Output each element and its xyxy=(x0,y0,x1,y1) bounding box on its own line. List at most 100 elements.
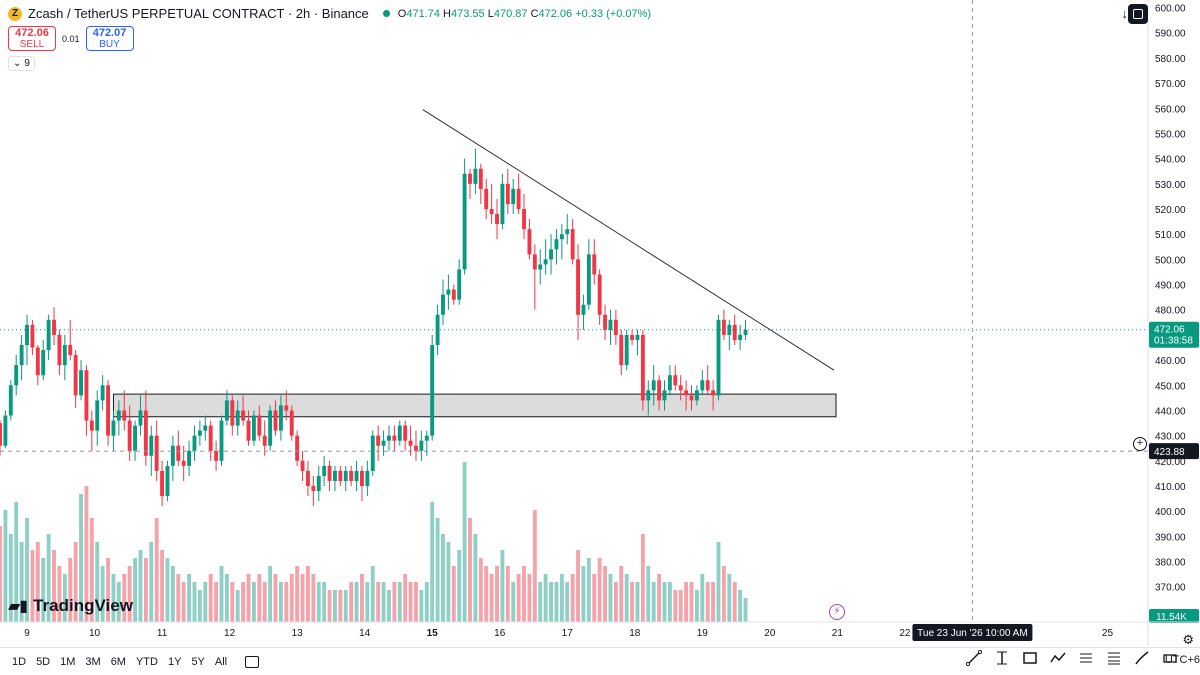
path-tool-icon[interactable] xyxy=(1050,650,1066,666)
volume-bar xyxy=(387,590,391,622)
candle-body xyxy=(597,274,602,315)
volume-bar xyxy=(311,574,316,622)
candle xyxy=(468,168,472,199)
volume-bar xyxy=(613,582,618,622)
candle-body xyxy=(52,319,56,335)
brush-tool-icon[interactable] xyxy=(1134,650,1150,666)
symbol-title[interactable]: Zcash / TetherUS PERPETUAL CONTRACT · 2h… xyxy=(28,6,369,21)
y-tick-label: 600.00 xyxy=(1155,4,1186,15)
candle xyxy=(176,430,181,466)
volume-bar xyxy=(327,590,332,622)
volume-bar xyxy=(381,582,386,622)
vertical-line-tool-icon[interactable] xyxy=(994,650,1010,666)
measure-tool-icon[interactable] xyxy=(1162,650,1178,666)
candle xyxy=(532,244,537,310)
rectangle-tool-icon[interactable] xyxy=(1022,650,1038,666)
download-icon[interactable]: ↓ xyxy=(1121,6,1129,21)
candle xyxy=(619,329,624,376)
indicators-toggle[interactable]: ⌄ 9 xyxy=(8,56,35,71)
candle-body xyxy=(743,329,748,335)
volume-bar xyxy=(511,582,516,622)
trendline-tool-icon[interactable] xyxy=(966,650,982,666)
x-tick-label: 13 xyxy=(292,628,304,639)
candle xyxy=(662,380,667,411)
candle xyxy=(689,385,694,411)
volume-bar xyxy=(376,582,381,622)
candle xyxy=(478,163,483,204)
y-tick-label: 570.00 xyxy=(1155,79,1186,90)
timeframe-all[interactable]: All xyxy=(214,655,228,668)
tv-logo-icon: ▰▮ xyxy=(8,598,28,615)
timeframe-5d[interactable]: 5D xyxy=(36,655,51,668)
candle xyxy=(694,385,699,406)
fullscreen-icon[interactable] xyxy=(1128,4,1148,24)
timeframe-1m[interactable]: 1M xyxy=(60,655,76,668)
timeframe-5y[interactable]: 5Y xyxy=(191,655,205,668)
timeframe-3m[interactable]: 3M xyxy=(85,655,101,668)
fib-tool-icon[interactable] xyxy=(1078,650,1094,666)
y-tick-label: 380.00 xyxy=(1155,558,1186,569)
gear-icon[interactable]: ⚙ xyxy=(1182,632,1194,647)
timeframe-ytd[interactable]: YTD xyxy=(135,655,158,668)
timeframe-1y[interactable]: 1Y xyxy=(167,655,182,668)
candle-body xyxy=(338,470,343,481)
candle xyxy=(365,460,370,497)
timezone-label[interactable]: UTC+6 xyxy=(1164,654,1200,666)
candle-body xyxy=(165,465,170,497)
timeframe-6m[interactable]: 6M xyxy=(110,655,126,668)
candle xyxy=(522,193,526,240)
candle xyxy=(289,405,294,441)
volume-bar xyxy=(138,550,143,622)
candle-body xyxy=(3,415,8,446)
volume-bar xyxy=(89,518,94,622)
candle xyxy=(95,390,100,446)
gann-tool-icon[interactable] xyxy=(1106,650,1122,666)
volume-bar xyxy=(624,574,629,622)
candle-body xyxy=(133,425,138,451)
candle xyxy=(311,475,316,507)
x-tick-label: 10 xyxy=(89,628,101,639)
candle-body xyxy=(700,380,705,391)
candle-body xyxy=(73,355,78,396)
candle-body xyxy=(305,470,310,487)
volume-bar xyxy=(586,558,591,622)
candle-body xyxy=(95,400,100,431)
candle xyxy=(543,239,548,275)
candle-body xyxy=(457,269,462,300)
crosshair-plus-icon[interactable]: + xyxy=(1133,437,1147,451)
x-tick-label: 16 xyxy=(494,628,506,639)
x-tick-label: 15 xyxy=(427,628,439,639)
candle xyxy=(160,460,165,507)
candle xyxy=(473,148,478,194)
timeframe-1d[interactable]: 1D xyxy=(12,655,27,668)
candle xyxy=(630,329,635,345)
candle-body xyxy=(241,410,246,421)
volume-bar xyxy=(646,566,651,622)
candle xyxy=(208,420,213,461)
volume-bar xyxy=(257,574,262,622)
buy-button[interactable]: 472.07 BUY xyxy=(85,26,134,51)
candle xyxy=(387,425,391,451)
candle-body xyxy=(716,319,721,396)
y-tick-label: 460.00 xyxy=(1155,356,1186,367)
drawing-tools xyxy=(966,650,1178,666)
candle xyxy=(214,440,219,471)
candle xyxy=(678,375,683,401)
candle-body xyxy=(376,435,381,446)
sell-button[interactable]: 472.06 SELL xyxy=(8,26,56,51)
volume-bar xyxy=(273,574,278,622)
candle xyxy=(743,319,748,340)
volume-bar xyxy=(219,566,224,622)
y-tick-label: 530.00 xyxy=(1155,180,1186,191)
bolt-icon[interactable]: ⚡ xyxy=(829,604,845,620)
candle-body xyxy=(79,370,83,396)
y-tick-label: 440.00 xyxy=(1155,406,1186,417)
candle xyxy=(127,405,132,461)
candle-body xyxy=(160,470,165,497)
candle-body xyxy=(532,254,537,270)
candle-body xyxy=(333,470,337,481)
candle xyxy=(268,405,273,451)
calendar-icon[interactable] xyxy=(245,655,260,668)
candle-body xyxy=(278,405,283,431)
